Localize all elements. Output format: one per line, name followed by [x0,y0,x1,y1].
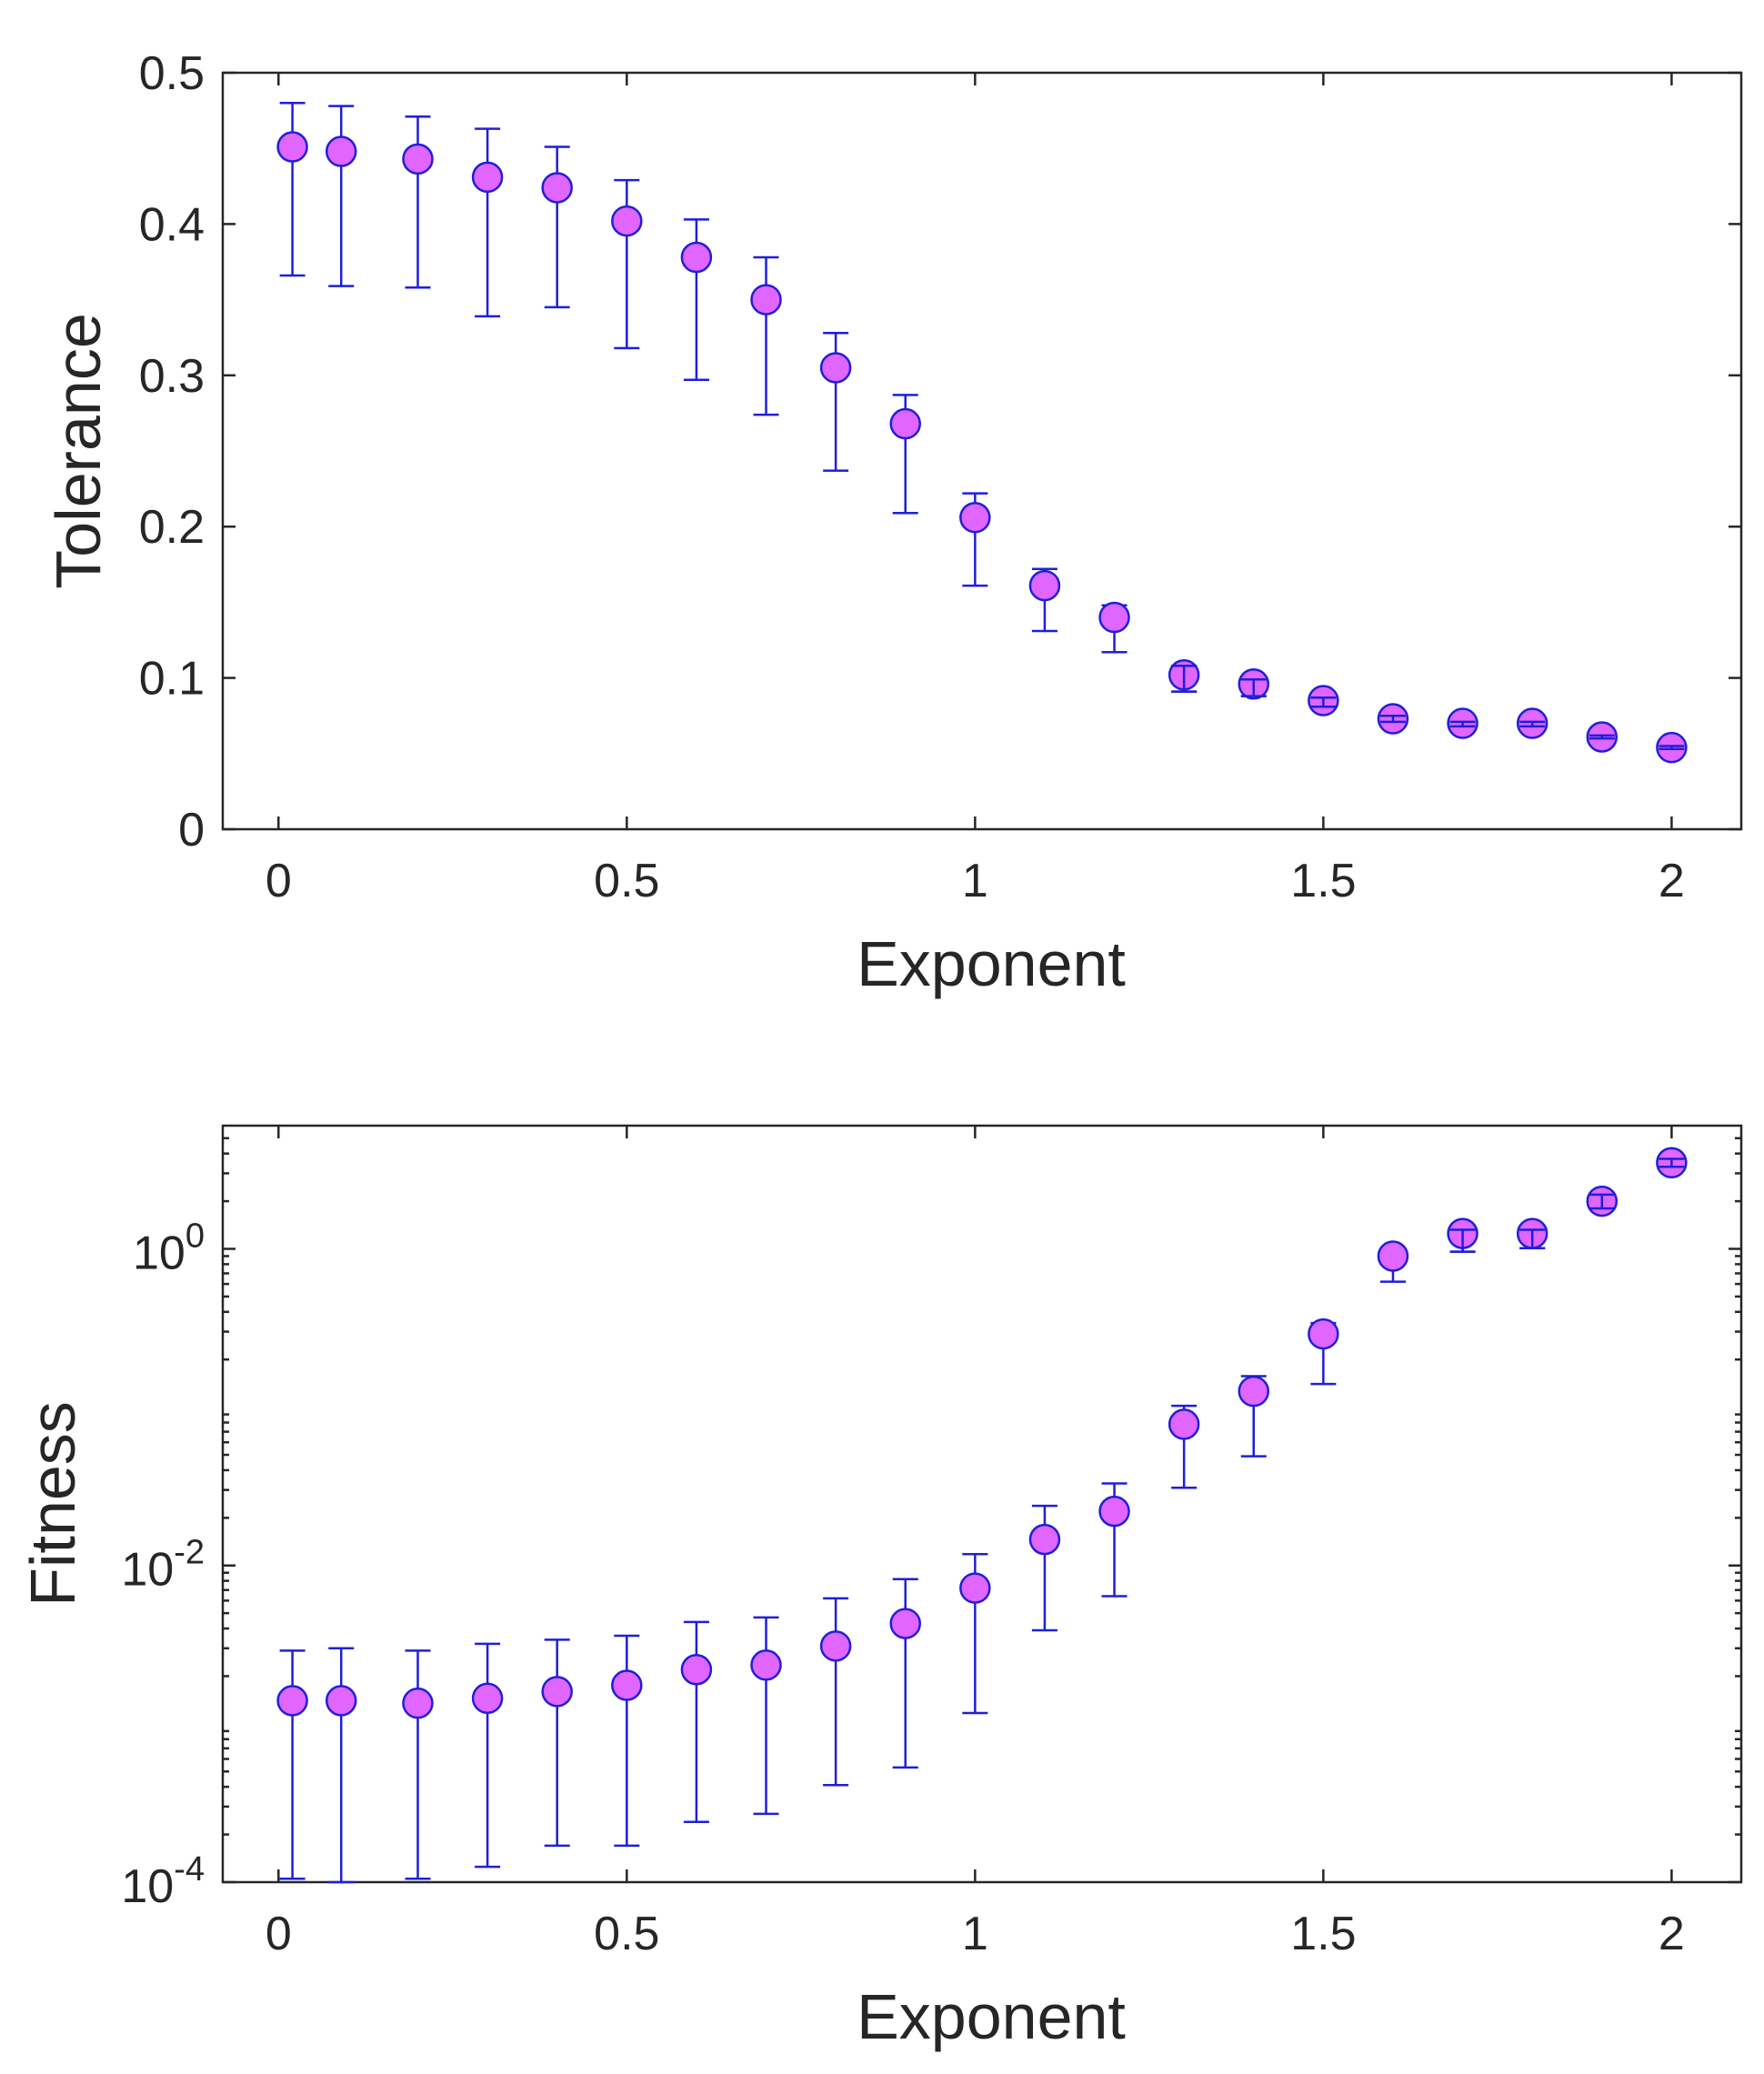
x-tick-label: 1 [962,855,988,907]
y-tick-label: 10-2 [121,1534,205,1597]
y-tick-label: 0.4 [139,198,205,251]
error-bar [328,105,355,287]
error-bar [405,115,431,289]
data-point [402,1687,434,1719]
error-bar [328,1647,355,1884]
y-axis-label: Tolerance [43,313,114,589]
error-bar-overlay [1171,665,1198,693]
data-point [471,1682,504,1715]
data-point [325,1685,357,1717]
y-tick-label: 10-4 [121,1850,205,1913]
error-bar-overlay [1659,745,1685,751]
error-bar [683,1620,709,1824]
x-tick-label: 1 [962,1908,988,1960]
data-point [541,172,573,204]
y-tick-label: 0 [178,804,205,857]
data-point [959,1572,991,1604]
error-bar [475,127,501,318]
error-bar [544,145,570,309]
y-axis-label: Fitness [17,1401,88,1607]
error-bar-overlay [1240,678,1267,697]
fitness-panel: 0 0.5 1 1.5 2 10-4 10-2 100 Exponent Fitness [17,1124,1743,2052]
data-point [541,1676,573,1708]
error-bar-overlay [1589,734,1615,740]
error-bar-overlay [1379,714,1406,724]
data-point [680,1653,713,1686]
data-point [276,1685,308,1717]
x-tick-label: 0 [266,1908,292,1960]
error-bar [753,255,779,416]
data-point [819,1630,852,1662]
error-bar [892,1578,918,1769]
data-point [889,407,921,440]
x-tick-label: 0.5 [594,855,659,907]
data-point [1308,1318,1339,1350]
error-bar-overlay [1519,720,1546,728]
data-point [1098,1495,1130,1528]
data-point [680,241,713,274]
error-bar [823,1597,849,1787]
axes-box [221,71,1743,831]
data-point [750,1649,782,1681]
x-tick-label: 0.5 [594,1908,659,1960]
data-point [325,135,357,167]
data-point [750,284,782,316]
x-tick-label: 2 [1659,855,1685,907]
x-tick-label: 1.5 [1290,1908,1356,1960]
data-point [1377,1240,1409,1272]
error-bar [279,102,306,277]
error-bar-overlay [1589,1193,1615,1210]
x-tick-label: 0 [266,855,292,907]
axes-box [221,1124,1743,1884]
data-point [889,1608,921,1639]
x-tick-label: 1.5 [1290,855,1356,907]
error-bar [475,1642,501,1869]
y-tick-label: 100 [133,1217,205,1279]
error-bar-overlay [1519,1228,1546,1249]
error-bar [753,1616,779,1816]
error-bar [279,1649,306,1880]
y-tick-label: 0.3 [139,350,205,403]
data-point [959,501,991,534]
x-axis-label: Exponent [857,928,1126,999]
tolerance-panel: 0 0.5 1 1.5 2 0 0.1 0.2 0.3 0.4 0.5 Exponent Toleran… [43,47,1743,999]
data-point [1238,1375,1270,1408]
error-bar [405,1649,431,1880]
data-point [1028,569,1061,602]
data-point [611,205,643,237]
data-point [611,1669,643,1701]
y-tick-label: 0.2 [139,501,205,554]
error-bar-overlay [1449,720,1476,728]
data-point [276,131,308,163]
x-tick-label: 2 [1659,1908,1685,1960]
x-axis-label: Exponent [857,1981,1126,2052]
y-tick-label: 0.5 [139,47,205,100]
data-point [1168,1408,1200,1440]
data-point [471,161,504,194]
data-point [819,352,852,384]
error-bar [544,1638,570,1848]
data-point [402,143,434,175]
error-bar-overlay [1310,696,1337,708]
error-bar-overlay [1659,1157,1685,1168]
data-point [1028,1523,1061,1556]
y-tick-label: 0.1 [139,653,205,706]
error-bar [614,1634,640,1848]
error-bar-overlay [1449,1228,1476,1253]
data-point [1098,601,1130,634]
